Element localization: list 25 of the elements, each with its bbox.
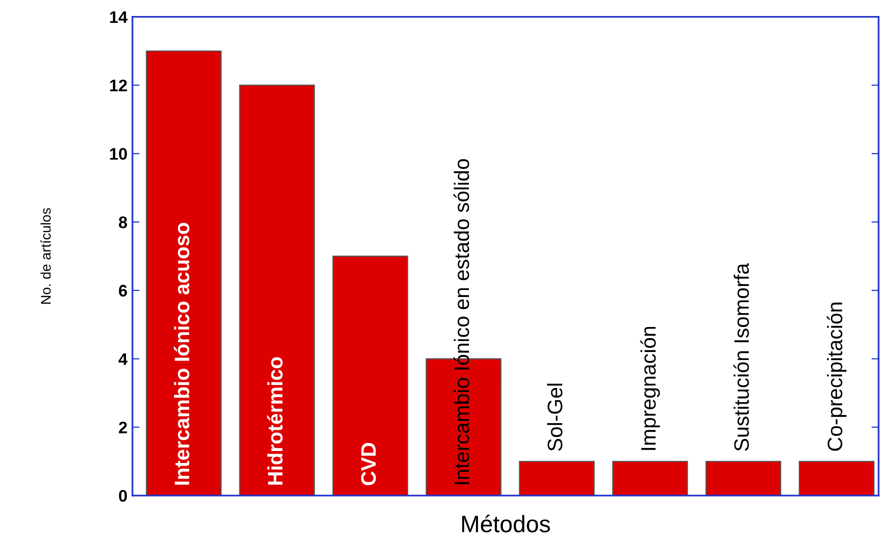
y-axis-title: No. de artículos [40,208,51,304]
x-tick-label: Sustitución Isomorfa [733,263,749,451]
y-tick-label: 0 [118,490,127,502]
bar [239,84,315,496]
x-tick-label: Co-precipitación [826,302,846,451]
x-axis-title: Métodos [462,514,550,532]
y-tick-label: 14 [110,11,128,23]
bar [332,256,408,496]
y-tick-label: 8 [118,216,128,228]
y-tick-label: 2 [118,422,127,434]
x-tick-label: Intercambio Iónico en estado sólido [454,159,470,484]
x-tick-label: CVD [361,442,376,486]
bar [612,460,688,496]
x-tick-label: Hidrotérmico [267,357,283,485]
bar [146,50,222,496]
y-tick-label: 4 [118,353,128,365]
y-tick-label: 10 [110,148,127,160]
bar [705,460,782,496]
bar [798,460,874,496]
x-tick-label: Impregnación [640,326,660,450]
y-tick-label: 6 [118,284,127,297]
x-tick-label: Sol-Gel [547,384,562,451]
x-tick-label: Intercambio Iónico acuoso [174,222,190,485]
bar [518,460,595,496]
y-tick-label: 12 [110,80,127,92]
